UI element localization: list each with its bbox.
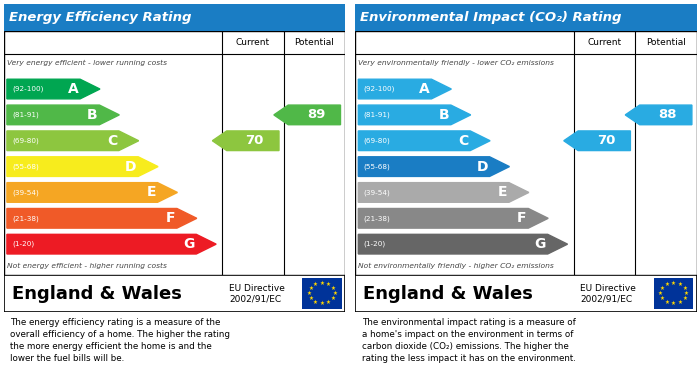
Text: ★: ★: [320, 281, 325, 286]
Polygon shape: [564, 131, 631, 151]
Polygon shape: [358, 208, 548, 228]
Text: Current: Current: [236, 38, 270, 47]
Text: F: F: [517, 211, 526, 225]
Polygon shape: [7, 79, 100, 99]
Text: England & Wales: England & Wales: [12, 285, 182, 303]
Text: ★: ★: [671, 301, 676, 307]
Text: (39-54): (39-54): [363, 189, 390, 196]
Polygon shape: [358, 183, 528, 202]
Text: ★: ★: [658, 291, 663, 296]
Text: EU Directive
2002/91/EC: EU Directive 2002/91/EC: [580, 284, 636, 303]
Text: EU Directive
2002/91/EC: EU Directive 2002/91/EC: [229, 284, 285, 303]
Polygon shape: [358, 79, 452, 99]
Text: (55-68): (55-68): [12, 163, 38, 170]
Text: C: C: [107, 134, 117, 148]
Text: ★: ★: [678, 300, 682, 305]
Text: (1-20): (1-20): [363, 241, 386, 248]
Polygon shape: [212, 131, 279, 151]
Polygon shape: [358, 131, 490, 151]
Polygon shape: [358, 157, 510, 176]
Text: (55-68): (55-68): [363, 163, 390, 170]
Polygon shape: [7, 234, 216, 254]
Polygon shape: [358, 234, 568, 254]
Text: ★: ★: [678, 282, 682, 287]
Text: ★: ★: [313, 282, 318, 287]
Text: ★: ★: [682, 286, 687, 291]
Text: ★: ★: [309, 296, 314, 301]
Text: G: G: [535, 237, 546, 251]
Text: Very environmentally friendly - lower CO₂ emissions: Very environmentally friendly - lower CO…: [358, 60, 554, 66]
Text: ★: ★: [660, 286, 665, 291]
Text: A: A: [419, 82, 430, 96]
Text: E: E: [498, 185, 508, 199]
Text: D: D: [125, 160, 136, 174]
Text: ★: ★: [332, 291, 337, 296]
Text: Very energy efficient - lower running costs: Very energy efficient - lower running co…: [7, 60, 167, 66]
Text: ★: ★: [671, 281, 676, 286]
Text: 89: 89: [307, 108, 326, 121]
Text: C: C: [458, 134, 468, 148]
Text: 70: 70: [597, 134, 615, 147]
Text: ★: ★: [309, 286, 314, 291]
Polygon shape: [7, 183, 177, 202]
Text: D: D: [477, 160, 488, 174]
Polygon shape: [7, 105, 119, 125]
Text: (69-80): (69-80): [12, 138, 38, 144]
Text: (92-100): (92-100): [12, 86, 43, 92]
Text: ★: ★: [660, 296, 665, 301]
Text: ★: ★: [331, 286, 336, 291]
Text: ★: ★: [684, 291, 689, 296]
Polygon shape: [358, 105, 470, 125]
Text: B: B: [438, 108, 449, 122]
Polygon shape: [7, 208, 197, 228]
Text: ★: ★: [664, 282, 669, 287]
Text: ★: ★: [331, 296, 336, 301]
Text: England & Wales: England & Wales: [363, 285, 533, 303]
Polygon shape: [7, 157, 158, 176]
Text: E: E: [146, 185, 156, 199]
Text: A: A: [68, 82, 78, 96]
Text: G: G: [183, 237, 195, 251]
Text: (92-100): (92-100): [363, 86, 395, 92]
Text: ★: ★: [326, 300, 331, 305]
Text: ★: ★: [320, 301, 325, 307]
Text: The environmental impact rating is a measure of
a home's impact on the environme: The environmental impact rating is a mea…: [362, 318, 575, 362]
Text: The energy efficiency rating is a measure of the
overall efficiency of a home. T: The energy efficiency rating is a measur…: [10, 318, 230, 362]
Text: (1-20): (1-20): [12, 241, 34, 248]
Text: (81-91): (81-91): [363, 112, 390, 118]
Text: (69-80): (69-80): [363, 138, 390, 144]
Text: ★: ★: [313, 300, 318, 305]
Text: Potential: Potential: [295, 38, 335, 47]
Polygon shape: [625, 105, 692, 125]
Text: (21-38): (21-38): [363, 215, 390, 222]
Text: Potential: Potential: [646, 38, 686, 47]
Text: Energy Efficiency Rating: Energy Efficiency Rating: [8, 11, 191, 24]
Text: Not energy efficient - higher running costs: Not energy efficient - higher running co…: [7, 263, 167, 269]
Text: 88: 88: [658, 108, 677, 121]
Text: ★: ★: [682, 296, 687, 301]
Text: Environmental Impact (CO₂) Rating: Environmental Impact (CO₂) Rating: [360, 11, 622, 24]
Text: ★: ★: [326, 282, 331, 287]
Text: (81-91): (81-91): [12, 112, 38, 118]
Text: (21-38): (21-38): [12, 215, 38, 222]
Text: ★: ★: [664, 300, 669, 305]
Text: Not environmentally friendly - higher CO₂ emissions: Not environmentally friendly - higher CO…: [358, 263, 554, 269]
Text: 70: 70: [246, 134, 264, 147]
Polygon shape: [7, 131, 139, 151]
Text: Current: Current: [587, 38, 622, 47]
Text: ★: ★: [307, 291, 312, 296]
Polygon shape: [274, 105, 340, 125]
Text: (39-54): (39-54): [12, 189, 38, 196]
Text: B: B: [87, 108, 98, 122]
Text: F: F: [166, 211, 175, 225]
